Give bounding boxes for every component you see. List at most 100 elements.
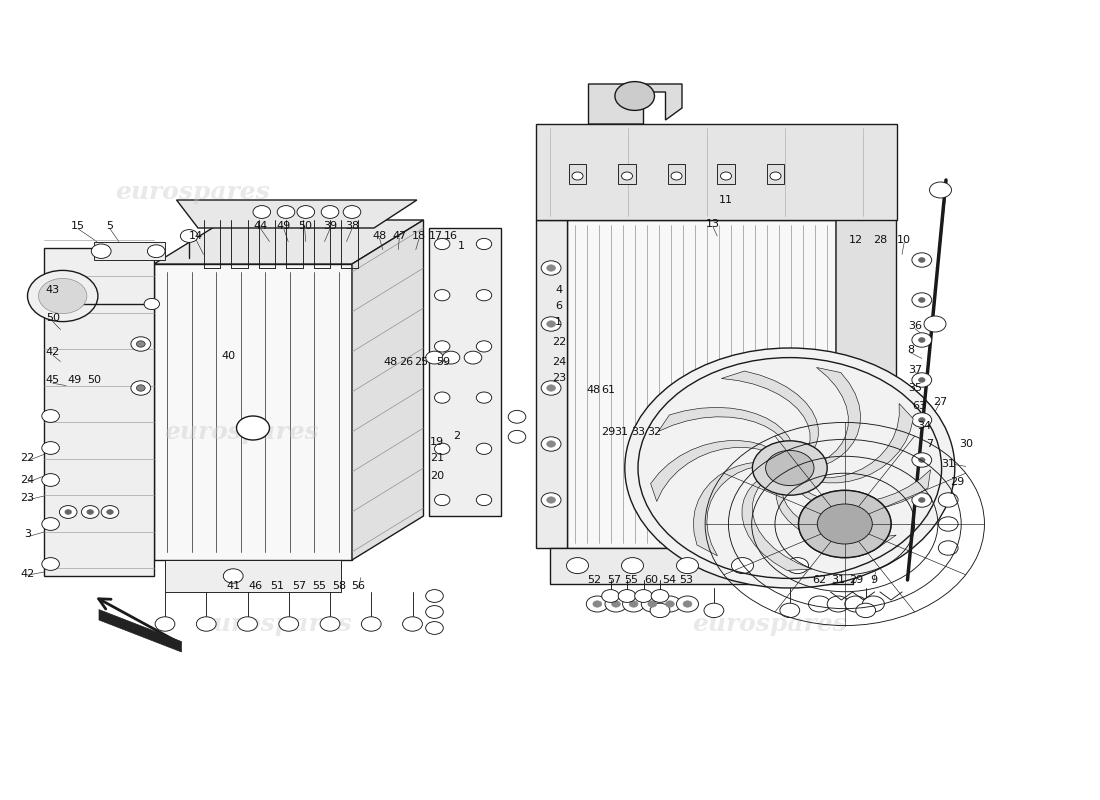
Text: 20: 20 — [430, 471, 443, 481]
Circle shape — [732, 558, 754, 574]
Circle shape — [671, 172, 682, 180]
Circle shape — [321, 206, 339, 218]
Circle shape — [87, 510, 94, 514]
Text: 3: 3 — [24, 530, 31, 539]
Text: eurospares: eurospares — [660, 420, 814, 444]
Bar — [94, 242, 165, 260]
Circle shape — [817, 504, 872, 544]
Bar — [668, 164, 685, 184]
Circle shape — [107, 510, 113, 514]
Text: 33: 33 — [631, 427, 645, 437]
Circle shape — [720, 172, 732, 180]
Text: eurospares: eurospares — [616, 180, 770, 204]
Polygon shape — [352, 220, 424, 560]
Text: 10: 10 — [898, 235, 911, 245]
Text: 55: 55 — [625, 575, 638, 585]
Text: 29: 29 — [849, 575, 862, 585]
Circle shape — [476, 341, 492, 352]
Text: 34: 34 — [917, 421, 931, 430]
Polygon shape — [817, 403, 913, 483]
Circle shape — [799, 490, 891, 558]
Circle shape — [629, 601, 638, 607]
Text: 12: 12 — [849, 235, 862, 245]
Circle shape — [131, 381, 151, 395]
Text: 55: 55 — [312, 581, 326, 590]
Circle shape — [918, 498, 925, 502]
Circle shape — [612, 601, 620, 607]
Text: 58: 58 — [332, 581, 345, 590]
Text: 14: 14 — [189, 231, 202, 241]
Text: 60: 60 — [645, 575, 658, 585]
Text: 31: 31 — [615, 427, 628, 437]
Text: 28: 28 — [873, 235, 887, 245]
Circle shape — [856, 603, 876, 618]
Circle shape — [144, 298, 159, 310]
Circle shape — [91, 244, 111, 258]
Circle shape — [297, 206, 315, 218]
Circle shape — [508, 430, 526, 443]
Circle shape — [541, 381, 561, 395]
Circle shape — [683, 601, 692, 607]
Circle shape — [845, 596, 867, 612]
Circle shape — [442, 351, 460, 364]
Circle shape — [918, 258, 925, 262]
Text: 25: 25 — [415, 357, 428, 366]
Circle shape — [59, 506, 77, 518]
Circle shape — [912, 413, 932, 427]
Text: 49: 49 — [277, 221, 290, 230]
Circle shape — [912, 253, 932, 267]
Text: 52: 52 — [587, 575, 601, 585]
Circle shape — [621, 172, 632, 180]
Text: 38: 38 — [345, 221, 359, 230]
Text: 8: 8 — [908, 346, 914, 355]
Circle shape — [918, 378, 925, 382]
Text: 19: 19 — [430, 437, 443, 446]
Text: 50: 50 — [88, 375, 101, 385]
Text: 57: 57 — [293, 581, 306, 590]
Circle shape — [136, 341, 145, 347]
Polygon shape — [650, 441, 770, 502]
Text: 9: 9 — [870, 575, 877, 585]
Circle shape — [426, 590, 443, 602]
Circle shape — [615, 82, 654, 110]
Text: 29: 29 — [602, 427, 615, 437]
Polygon shape — [693, 462, 758, 556]
Circle shape — [476, 392, 492, 403]
Text: 39: 39 — [323, 221, 337, 230]
Circle shape — [918, 338, 925, 342]
Bar — [550, 548, 852, 584]
Text: 56: 56 — [352, 581, 365, 590]
Text: 50: 50 — [46, 313, 59, 322]
Text: 26: 26 — [399, 357, 412, 366]
Circle shape — [236, 416, 270, 440]
Polygon shape — [722, 371, 818, 451]
Text: 36: 36 — [909, 322, 922, 331]
Text: 32: 32 — [648, 427, 661, 437]
Text: 6: 6 — [556, 301, 562, 310]
Circle shape — [786, 558, 808, 574]
Circle shape — [476, 494, 492, 506]
Text: 43: 43 — [46, 285, 59, 294]
Circle shape — [918, 458, 925, 462]
Circle shape — [586, 596, 608, 612]
Circle shape — [547, 441, 556, 447]
Text: 45: 45 — [46, 375, 59, 385]
Circle shape — [434, 238, 450, 250]
Text: 11: 11 — [719, 195, 733, 205]
Circle shape — [508, 410, 526, 423]
Circle shape — [625, 348, 955, 588]
Circle shape — [39, 278, 87, 314]
Circle shape — [602, 590, 619, 602]
Circle shape — [780, 603, 800, 618]
Circle shape — [918, 418, 925, 422]
Circle shape — [434, 341, 450, 352]
Text: eurospares: eurospares — [198, 612, 352, 636]
Circle shape — [912, 293, 932, 307]
Text: 17: 17 — [429, 231, 442, 241]
Text: eurospares: eurospares — [693, 612, 847, 636]
Circle shape — [238, 617, 257, 631]
Circle shape — [651, 590, 669, 602]
Text: 31: 31 — [942, 459, 955, 469]
Polygon shape — [536, 124, 896, 220]
Circle shape — [279, 617, 298, 631]
